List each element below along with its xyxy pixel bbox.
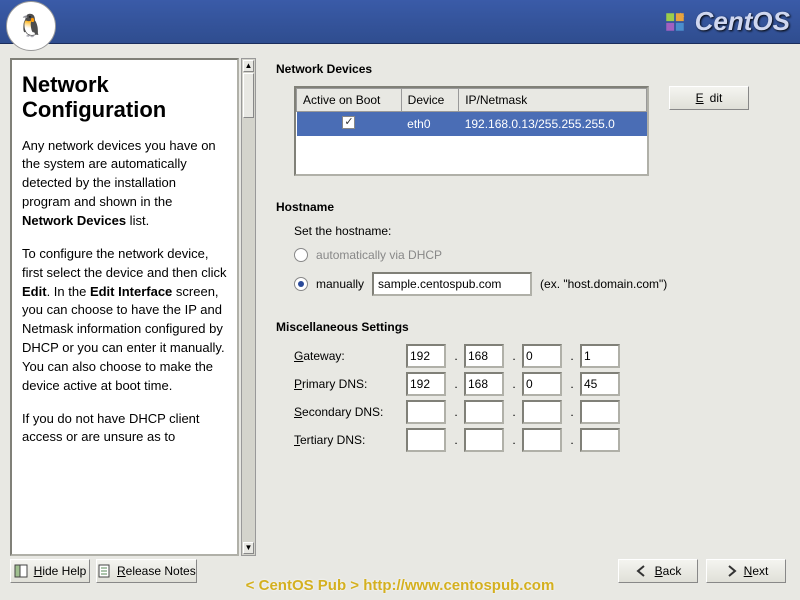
ipmask-cell: 192.168.0.13/255.255.255.0 [459,112,647,137]
ip-octet-input[interactable] [464,372,504,396]
help-content: Network Configuration Any network device… [10,58,239,556]
ip-octet-input[interactable] [522,344,562,368]
next-button[interactable]: Next [706,559,786,583]
main-area: Network Configuration Any network device… [0,44,800,556]
release-notes-icon [97,564,111,578]
ip-dot: . [508,349,520,363]
ip-dot: . [508,377,520,391]
ip-octet-input[interactable] [580,372,620,396]
table-header-row: Active on Boot Device IP/Netmask [297,89,647,112]
back-button[interactable]: Back [618,559,698,583]
misc-label: Tertiary DNS: [294,433,404,447]
ip-dot: . [450,377,462,391]
help-para1: Any network devices you have on the syst… [22,137,227,231]
device-cell: eth0 [401,112,459,137]
ip-octet-input[interactable] [580,344,620,368]
footer: Hide Help Release Notes Back Next [0,556,800,586]
ip-octet-input[interactable] [464,344,504,368]
scroll-thumb[interactable] [243,73,254,118]
hostname-manual-row[interactable]: manually (ex. "host.domain.com") [294,272,786,296]
col-ipmask: IP/Netmask [459,89,647,112]
help-title: Network Configuration [22,72,227,123]
misc-label: Secondary DNS: [294,405,404,419]
hostname-auto-label: automatically via DHCP [316,248,442,262]
col-active: Active on Boot [297,89,402,112]
ip-dot: . [450,349,462,363]
ip-octet-input[interactable] [580,400,620,424]
hostname-title: Hostname [276,200,786,214]
ip-octet-input[interactable] [406,344,446,368]
ip-octet-input[interactable] [522,400,562,424]
misc-label: Primary DNS: [294,377,404,391]
devices-title: Network Devices [276,62,786,76]
hostname-section: Hostname Set the hostname: automatically… [276,200,786,296]
ip-dot: . [508,405,520,419]
ip-dot: . [566,405,578,419]
hostname-manual-label: manually [316,277,364,291]
help-panel: Network Configuration Any network device… [10,58,256,556]
ip-octet-input[interactable] [406,400,446,424]
ip-dot: . [450,433,462,447]
ip-octet-input[interactable] [406,372,446,396]
edit-button[interactable]: Edit [669,86,749,110]
hostname-input[interactable] [372,272,532,296]
ip-dot: . [450,405,462,419]
set-hostname-label: Set the hostname: [294,224,786,238]
ip-dot: . [566,433,578,447]
hostname-manual-radio[interactable] [294,277,308,291]
ip-dot: . [566,377,578,391]
ip-octet-input[interactable] [522,428,562,452]
help-para3: If you do not have DHCP client access or… [22,410,227,448]
brand: CentOS [661,6,790,37]
brand-text: CentOS [695,6,790,37]
ip-dot: . [566,349,578,363]
hostname-hint: (ex. "host.domain.com") [540,277,667,291]
ip-dot: . [508,433,520,447]
help-scrollbar[interactable]: ▲ ▼ [241,58,256,556]
config-panel: Network Devices Active on Boot Device IP… [268,58,786,556]
col-device: Device [401,89,459,112]
ip-octet-input[interactable] [406,428,446,452]
ip-octet-input[interactable] [522,372,562,396]
ip-octet-input[interactable] [464,400,504,424]
help-para2: To configure the network device, first s… [22,245,227,396]
ip-octet-input[interactable] [580,428,620,452]
misc-title: Miscellaneous Settings [276,320,786,334]
header-bar: 🐧 CentOS [0,0,800,44]
next-arrow-icon [724,564,738,578]
tux-logo: 🐧 [6,1,56,51]
hostname-auto-row: automatically via DHCP [294,248,786,262]
misc-section: Miscellaneous Settings Gateway:... Primar… [276,320,786,452]
misc-label: Gateway: [294,349,404,363]
back-arrow-icon [635,564,649,578]
device-table[interactable]: Active on Boot Device IP/Netmask eth0 19… [294,86,649,176]
active-checkbox[interactable] [342,116,355,129]
scroll-up-icon[interactable]: ▲ [243,60,254,72]
scroll-down-icon[interactable]: ▼ [243,542,254,554]
release-notes-button[interactable]: Release Notes [96,559,197,583]
table-row[interactable]: eth0 192.168.0.13/255.255.255.0 [297,112,647,137]
hide-help-button[interactable]: Hide Help [10,559,90,583]
hostname-auto-radio [294,248,308,262]
hide-help-icon [14,564,28,578]
centos-icon [661,8,689,36]
ip-octet-input[interactable] [464,428,504,452]
